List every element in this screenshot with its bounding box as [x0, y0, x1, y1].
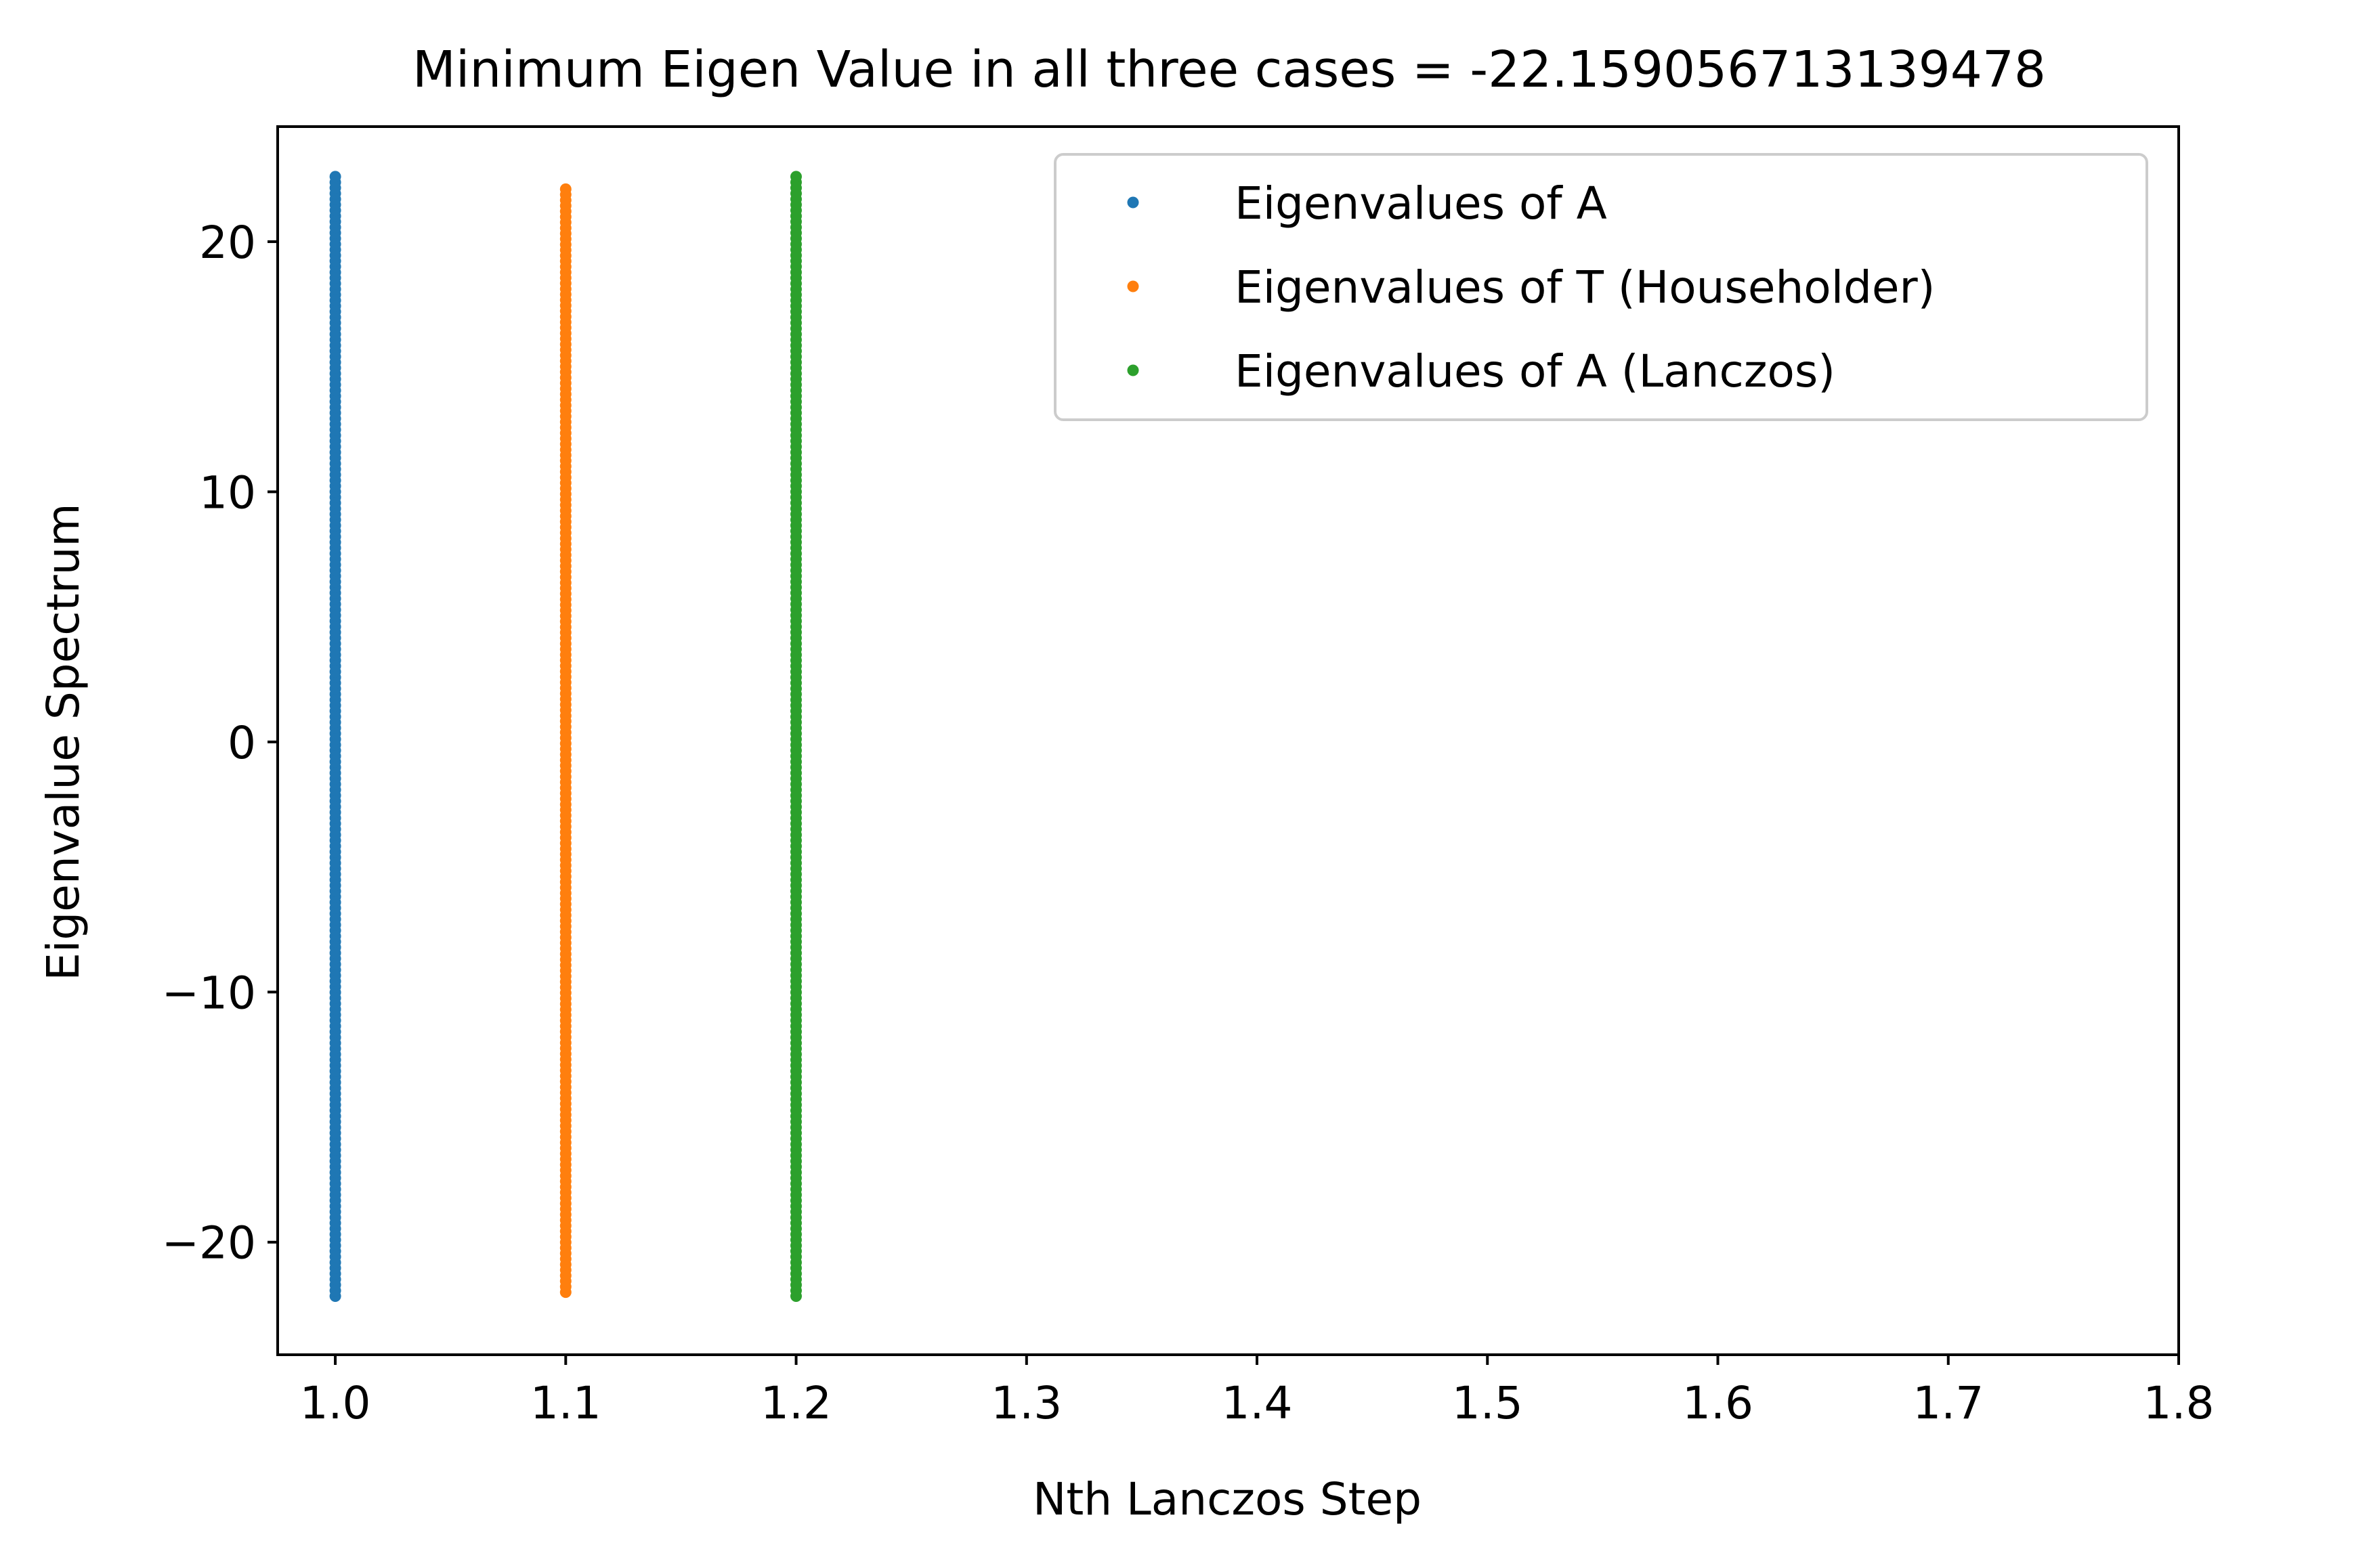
data-point [329, 171, 341, 183]
y-tick-label: −10 [162, 967, 256, 1019]
x-tick-label: 1.8 [2143, 1377, 2215, 1429]
legend-marker [1127, 280, 1139, 292]
plot-area [329, 171, 802, 1302]
series-3 [790, 171, 802, 1302]
x-tick-label: 1.3 [991, 1377, 1062, 1429]
x-tick-label: 1.6 [1682, 1377, 1753, 1429]
x-axis-label: Nth Lanczos Step [1033, 1473, 1422, 1525]
legend-marker [1127, 196, 1139, 209]
x-axis: 1.0 1.1 1.2 1.3 1.4 1.5 1.6 1.7 1.8 [300, 1355, 2215, 1429]
data-point [790, 171, 802, 183]
legend-label: Eigenvalues of A [1235, 177, 1607, 230]
legend-marker [1127, 364, 1139, 376]
series-2 [559, 183, 572, 1299]
legend-label: Eigenvalues of T (Householder) [1235, 261, 1935, 313]
y-axis: −20 −10 0 10 20 [162, 217, 278, 1269]
y-tick-label: −20 [162, 1217, 256, 1269]
x-tick-label: 1.0 [300, 1377, 371, 1429]
legend-label: Eigenvalues of A (Lanczos) [1235, 345, 1835, 397]
x-tick-label: 1.4 [1222, 1377, 1293, 1429]
y-tick-label: 10 [199, 466, 256, 519]
y-axis-label: Eigenvalue Spectrum [37, 503, 89, 980]
data-point [559, 183, 572, 195]
y-tick-label: 20 [199, 217, 256, 269]
x-tick-label: 1.7 [1913, 1377, 1984, 1429]
x-tick-label: 1.2 [761, 1377, 832, 1429]
chart-title: Minimum Eigen Value in all three cases =… [412, 41, 2046, 99]
y-tick-label: 0 [228, 717, 256, 769]
x-tick-label: 1.5 [1452, 1377, 1523, 1429]
series-1 [329, 171, 341, 1302]
legend: Eigenvalues of A Eigenvalues of T (Househ… [1054, 153, 2148, 421]
x-tick-label: 1.1 [530, 1377, 601, 1429]
legend-box [1054, 153, 2148, 421]
